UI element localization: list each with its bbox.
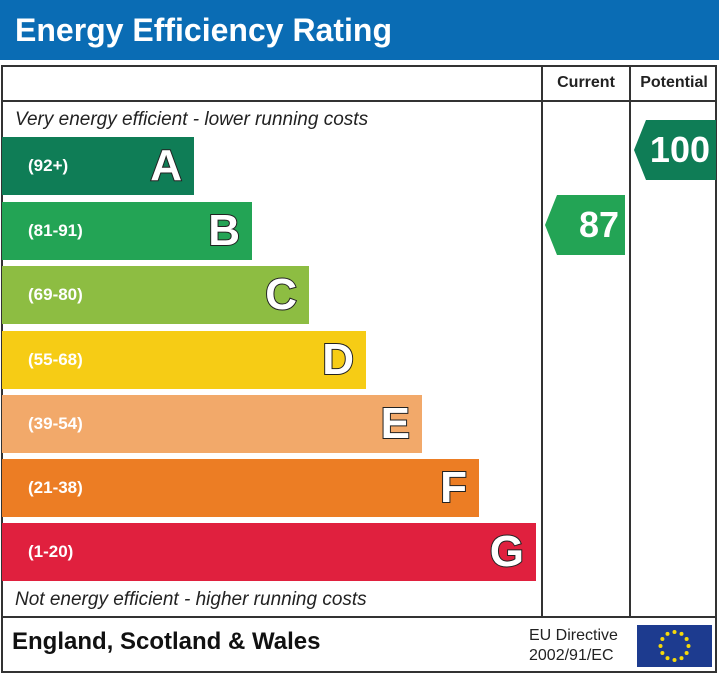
current-column-divider [541,65,543,617]
potential-column-header: Potential [640,74,708,91]
band-letter: E [380,398,411,449]
star-icon [665,631,670,636]
band-a: (92+) A [2,137,194,195]
star-icon [658,644,663,648]
eu-directive: EU Directive 2002/91/EC [529,626,618,666]
band-f: (21-38) F [2,459,479,517]
band-letter: C [264,269,298,320]
star-icon [665,656,670,661]
current-rating-arrow: 87 [545,195,625,255]
star-icon [686,644,691,648]
bottom-note: Not energy efficient - higher running co… [15,589,367,610]
band-range: (1-20) [28,542,74,561]
band-b: (81-91) B [2,202,252,260]
eu-flag-icon [637,625,712,667]
region-label: England, Scotland & Wales [12,628,321,655]
band-e: (39-54) E [2,395,422,453]
directive-line-2: 2002/91/EC [529,647,614,664]
band-c: (69-80) C [2,266,309,324]
band-range: (92+) [28,156,69,175]
top-note: Very energy efficient - lower running co… [15,109,369,130]
star-icon [684,637,689,641]
band-range: (39-54) [28,414,83,433]
band-d: (55-68) D [2,331,366,389]
band-letter: D [321,334,355,385]
star-icon [660,651,665,655]
footer-divider [1,616,717,618]
star-icon [679,631,684,636]
star-icon [660,637,665,641]
band-letter: B [207,205,241,256]
star-icon [679,656,684,661]
current-column-header: Current [557,74,615,91]
potential-column-divider [629,65,631,617]
band-g: (1-20) G [2,523,536,581]
directive-line-1: EU Directive [529,627,618,644]
potential-rating-arrow: 100 [634,120,716,180]
band-range: (55-68) [28,350,83,369]
band-range: (69-80) [28,285,83,304]
band-letter: A [149,140,183,191]
band-range: (21-38) [28,478,83,497]
star-icon [672,658,677,662]
band-letter: G [489,526,525,577]
page-title: Energy Efficiency Rating [0,0,719,60]
band-letter: F [439,462,468,513]
star-icon [672,630,677,634]
band-range: (81-91) [28,221,83,240]
star-icon [684,651,689,655]
header-divider [1,100,717,102]
